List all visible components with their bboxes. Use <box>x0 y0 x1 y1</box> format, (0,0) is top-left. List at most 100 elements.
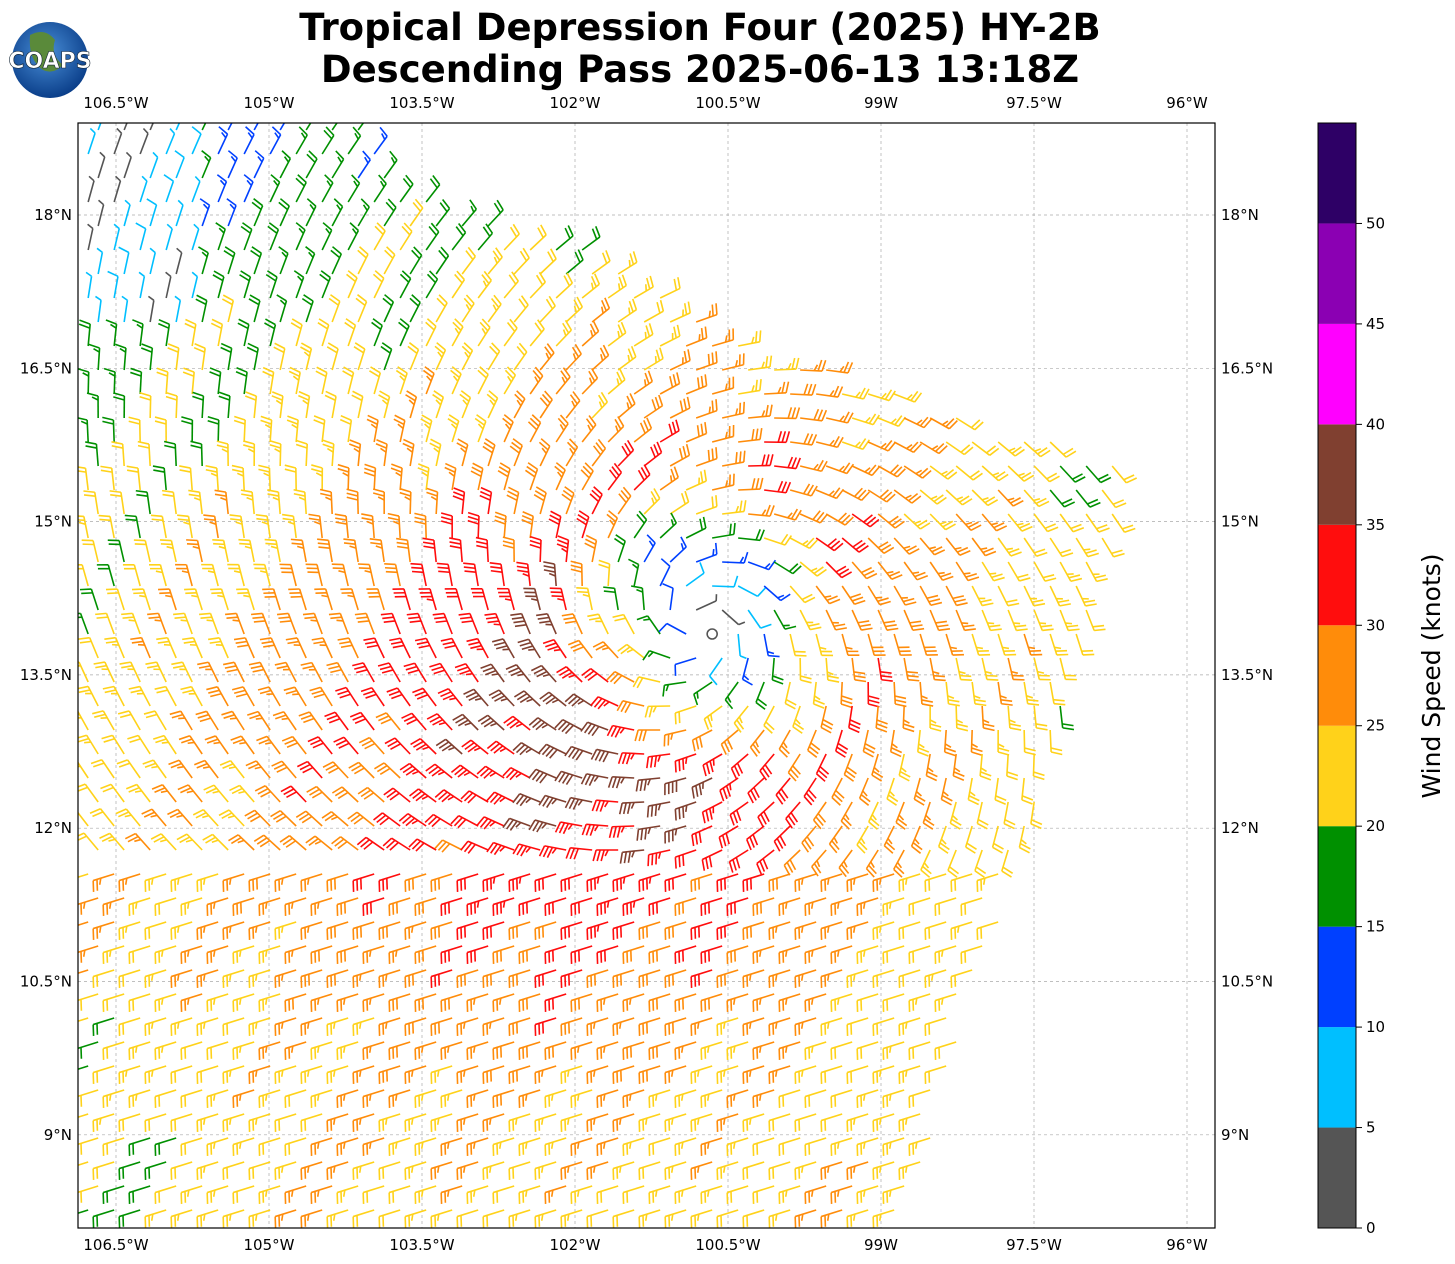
wind-barb <box>331 150 345 179</box>
wind-barb <box>139 175 148 203</box>
wind-barb <box>581 367 599 395</box>
barb-full <box>715 399 718 411</box>
barb-full <box>720 743 727 755</box>
barb-half <box>392 520 400 525</box>
wind-barb <box>223 246 236 275</box>
barb-full <box>792 765 801 775</box>
barb-half <box>232 109 236 114</box>
wind-barb <box>662 583 674 611</box>
wind-barb <box>564 796 593 810</box>
barb-half <box>669 475 673 483</box>
barb-full <box>674 809 677 821</box>
barb-full <box>869 817 880 827</box>
barb-full <box>109 490 122 494</box>
wind-barb <box>470 462 484 491</box>
barb-half <box>696 691 699 699</box>
barb-full <box>504 369 514 380</box>
barb-full <box>152 734 165 740</box>
barb-full <box>197 661 209 666</box>
barb-full <box>295 443 308 449</box>
wind-barb <box>363 637 385 659</box>
barb-full <box>289 366 301 374</box>
wind-barb <box>580 721 609 737</box>
barb-half <box>826 878 830 885</box>
barb-full <box>415 842 425 852</box>
wind-barb <box>919 537 946 556</box>
barb-full <box>949 822 961 830</box>
barb-full <box>191 126 202 135</box>
wind-barb <box>78 873 89 879</box>
wind-barb <box>406 612 427 635</box>
barb-full <box>431 666 443 672</box>
wind-barb <box>113 175 122 203</box>
barb-half <box>185 839 193 843</box>
barb-full <box>475 540 488 545</box>
barb-full <box>210 322 222 330</box>
barb-full <box>363 792 375 800</box>
wind-barb <box>903 416 933 429</box>
barb-full <box>463 562 475 566</box>
barb-half <box>628 307 631 315</box>
barb-full <box>563 275 571 287</box>
barb-half <box>339 109 342 115</box>
wind-barb <box>207 415 220 443</box>
barb-full <box>843 773 855 782</box>
barb-full <box>895 865 905 875</box>
barb-full <box>98 514 111 518</box>
barb-full <box>347 811 358 820</box>
barb-full <box>493 294 502 305</box>
barb-full <box>777 480 784 493</box>
barb-full <box>156 371 168 377</box>
wind-barb <box>100 783 125 803</box>
wind-barb <box>591 250 611 275</box>
wind-barb <box>867 537 895 554</box>
barb-full <box>100 469 113 473</box>
barb-full <box>938 628 951 632</box>
wind-barb <box>293 270 305 299</box>
barb-full <box>826 595 838 602</box>
barb-full <box>293 488 305 493</box>
barb-half <box>987 622 995 625</box>
barb-full <box>895 821 906 830</box>
barb-full <box>631 298 638 310</box>
barb-staff <box>78 811 89 827</box>
wind-barb <box>387 512 401 539</box>
barb-full <box>1021 525 1033 532</box>
barb-full <box>319 273 330 282</box>
wind-barb <box>893 537 920 555</box>
barb-full <box>240 225 251 234</box>
barb-full <box>274 342 286 350</box>
barb-full <box>853 487 863 498</box>
barb-full <box>216 440 229 445</box>
barb-full <box>708 808 713 820</box>
wind-barb <box>929 417 958 430</box>
barb-full <box>406 390 417 398</box>
barb-full <box>859 387 866 399</box>
barb-half <box>734 359 739 367</box>
wind-barb <box>518 897 541 916</box>
barb-full <box>1031 819 1043 826</box>
barb-full <box>165 391 178 397</box>
barb-half <box>596 924 600 932</box>
barb-full <box>431 818 441 828</box>
wind-barb <box>591 799 619 812</box>
barb-full <box>647 854 650 867</box>
wind-barb <box>410 562 427 587</box>
barb-full <box>519 796 528 807</box>
wind-barb <box>378 873 401 892</box>
barb-full <box>733 765 741 777</box>
barb-full <box>373 812 383 821</box>
barb-full <box>461 620 474 624</box>
barb-full <box>231 686 244 691</box>
barb-full <box>429 442 441 450</box>
wind-barb <box>78 710 89 731</box>
barb-half <box>399 375 406 382</box>
barb-full <box>383 787 394 796</box>
barb-full <box>695 785 699 797</box>
wind-barb <box>554 718 583 735</box>
barb-full <box>1057 599 1070 604</box>
barb-full <box>851 596 864 602</box>
barb-half <box>470 205 475 213</box>
wind-barb <box>305 198 317 227</box>
